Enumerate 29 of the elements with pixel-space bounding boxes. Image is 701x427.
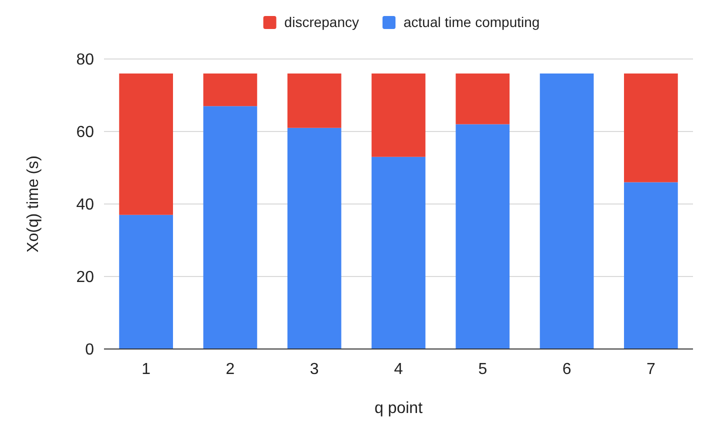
x-tick-label: 6 — [562, 361, 572, 378]
legend-label: discrepancy — [284, 14, 360, 30]
bar — [372, 156, 426, 349]
bar — [287, 74, 342, 128]
bar — [119, 74, 173, 215]
y-tick-label: 40 — [76, 196, 94, 214]
y-tick-label: 20 — [76, 269, 94, 286]
x-tick-label: 5 — [478, 361, 488, 378]
x-tick-label: 2 — [226, 361, 235, 378]
y-tick-label: 60 — [76, 124, 94, 142]
bar — [456, 74, 510, 124]
bar — [372, 74, 426, 157]
x-tick-label: 1 — [142, 361, 151, 378]
bar — [540, 74, 594, 349]
legend-label: actual time computing — [404, 14, 540, 30]
bar — [287, 128, 342, 349]
bar — [624, 74, 678, 182]
bar — [624, 182, 678, 349]
bar — [119, 214, 173, 349]
bar — [456, 124, 510, 349]
x-tick-label: 3 — [310, 361, 319, 378]
bar — [203, 74, 258, 106]
x-axis-title: q point — [374, 400, 424, 417]
bar — [203, 106, 258, 349]
y-tick-label: 80 — [76, 52, 94, 69]
x-tick-label: 4 — [394, 361, 404, 378]
y-axis-title: Xo(q) time (s) — [25, 156, 42, 252]
y-tick-label: 0 — [85, 342, 94, 359]
x-tick-label: 7 — [646, 361, 656, 378]
